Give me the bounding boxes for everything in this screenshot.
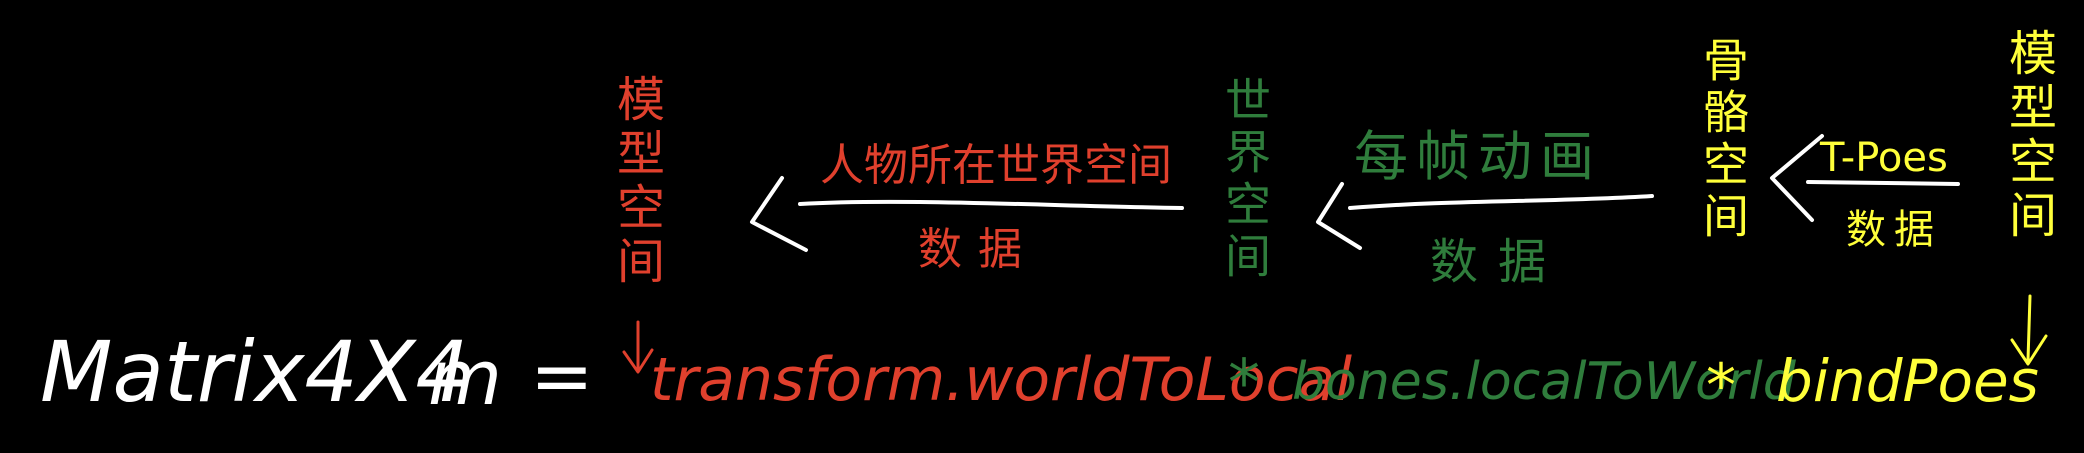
bind-poes-term: bindPoes <box>1776 347 2039 415</box>
yellow-fraction-line <box>1806 180 1960 186</box>
transform-world-to-local-term: transform.worldToLocal <box>650 345 1352 415</box>
red-data-label: 数据 <box>918 224 1038 275</box>
equals-sign: = <box>530 331 594 420</box>
green-less-than-bracket <box>1316 182 1362 250</box>
yellow-data-label: 数据 <box>1846 207 1942 253</box>
yellow-less-than-bracket <box>1770 134 1824 222</box>
yellow-bone-space-vertical: 骨骼空间 <box>1696 36 1750 244</box>
yellow-model-space-vertical: 模型空间 <box>2000 28 2056 244</box>
yellow-down-arrow <box>2010 294 2048 366</box>
red-fraction-line <box>798 199 1184 210</box>
yellow-t-poes-label: T-Poes <box>1820 135 1948 181</box>
green-per-frame-animation-label: 每帧动画 <box>1354 125 1602 188</box>
matrix-variable: m <box>428 333 503 422</box>
green-world-space-vertical: 世界空间 <box>1218 76 1272 284</box>
multiply-operator-1: * <box>1228 347 1260 421</box>
matrix-type-label: Matrix4X4 <box>40 323 469 421</box>
bones-local-to-world-term: bones.localToWorld <box>1292 352 1796 412</box>
red-world-space-label: 人物所在世界空间 <box>820 140 1172 191</box>
green-data-label: 数据 <box>1430 234 1567 290</box>
multiply-operator-2: * <box>1706 351 1736 421</box>
green-fraction-line <box>1348 194 1654 210</box>
red-down-arrow <box>622 320 654 374</box>
red-model-space-vertical: 模型空间 <box>608 74 664 290</box>
red-less-than-bracket <box>750 176 808 252</box>
